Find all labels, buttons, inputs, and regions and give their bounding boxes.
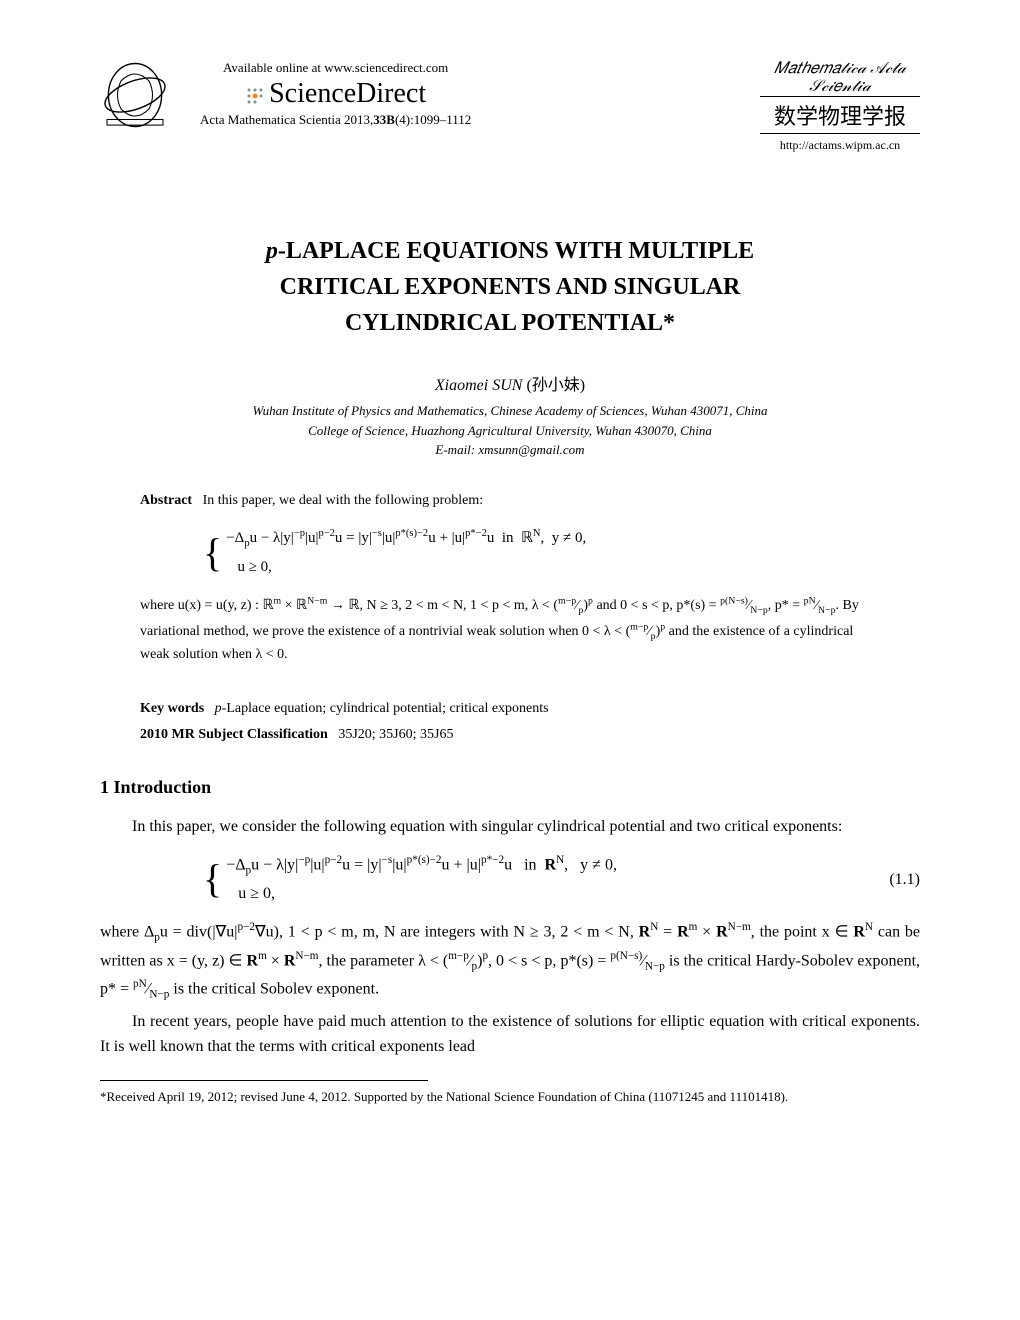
title-p: p	[266, 238, 278, 264]
journal-url: http://actams.wipm.ac.cn	[760, 138, 920, 153]
header-center: Available online at www.sciencedirect.co…	[200, 60, 471, 128]
footnote: *Received April 19, 2012; revised June 4…	[100, 1087, 920, 1107]
affil-line2: College of Science, Huazhong Agricultura…	[308, 423, 712, 438]
affil-email: E-mail: xmsunn@gmail.com	[435, 442, 584, 457]
title-line3: CYLINDRICAL POTENTIAL*	[345, 310, 675, 336]
online-text: Available online at www.sciencedirect.co…	[200, 60, 471, 76]
author-name: Xiaomei SUN	[435, 377, 523, 394]
section-1-body: In this paper, we consider the following…	[100, 814, 920, 1060]
para-3: In recent years, people have paid much a…	[100, 1009, 920, 1060]
header-right: 𝑀𝑎𝑡ℎ𝑒𝑚𝑎𝓉𝒾𝒸𝒶 𝒜𝒸𝓉𝒶 𝒮𝒸𝒾𝑒𝓃𝓉𝒾𝒶 数学物理学报 http://…	[760, 60, 920, 153]
para-2: where Δpu = div(|∇u|p−2∇u), 1 < p < m, m…	[100, 919, 920, 1004]
abstract-intro: In this paper, we deal with the followin…	[203, 493, 484, 508]
sd-name: ScienceDirect	[269, 78, 426, 109]
keywords: Key words p-Laplace equation; cylindrica…	[140, 696, 880, 746]
abstract-eq-line2: u ≥ 0,	[226, 554, 586, 581]
abstract-eq-line1: −Δpu − λ|y|−p|u|p−2u = |y|−s|u|p*(s)−2u …	[226, 525, 586, 554]
page: Available online at www.sciencedirect.co…	[0, 0, 1020, 1320]
title-line2: CRITICAL EXPONENTS AND SINGULAR	[280, 274, 741, 300]
eq-number: (1.1)	[889, 867, 920, 893]
article-title: p-LAPLACE EQUATIONS WITH MULTIPLE CRITIC…	[100, 233, 920, 341]
sciencedirect-logo: ScienceDirect	[200, 78, 471, 110]
equation-1-1: { −Δpu − λ|y|−p|u|p−2u = |y|−s|u|p*(s)−2…	[100, 849, 920, 909]
journal-script: 𝑀𝑎𝑡ℎ𝑒𝑚𝑎𝓉𝒾𝒸𝒶 𝒜𝒸𝓉𝒶 𝒮𝒸𝒾𝑒𝓃𝓉𝒾𝒶	[760, 60, 920, 96]
para-1: In this paper, we consider the following…	[100, 814, 920, 840]
citation: Acta Mathematica Scientia 2013,33B(4):10…	[200, 112, 471, 128]
sd-dots-icon	[245, 86, 265, 106]
author: Xiaomei SUN (孙小妹)	[100, 371, 920, 395]
brace-icon: {	[203, 863, 222, 895]
header: Available online at www.sciencedirect.co…	[100, 60, 920, 153]
abstract-where: where u(x) = u(y, z) : ℝm × ℝN−m → ℝ, N …	[140, 598, 859, 662]
msc-codes: 35J20; 35J60; 35J65	[338, 727, 453, 742]
abstract-label: Abstract	[140, 493, 192, 508]
affil-line1: Wuhan Institute of Physics and Mathemati…	[253, 403, 768, 418]
keywords-text: -Laplace equation; cylindrical potential…	[222, 701, 549, 716]
journal-chinese: 数学物理学报	[760, 96, 920, 134]
elsevier-logo-icon	[100, 60, 170, 130]
abstract: Abstract In this paper, we deal with the…	[140, 490, 880, 667]
title-line1: -LAPLACE EQUATIONS WITH MULTIPLE	[278, 238, 754, 264]
eq-1-1-line1: −Δpu − λ|y|−p|u|p−2u = |y|−s|u|p*(s)−2u …	[226, 852, 617, 880]
footnote-rule	[100, 1080, 428, 1087]
author-chinese: (孙小妹)	[526, 377, 585, 394]
header-left: Available online at www.sciencedirect.co…	[100, 60, 471, 130]
affiliation: Wuhan Institute of Physics and Mathemati…	[100, 401, 920, 460]
abstract-equation: { −Δpu − λ|y|−p|u|p−2u = |y|−s|u|p*(s)−2…	[200, 522, 880, 584]
keywords-label: Key words	[140, 701, 204, 716]
section-1-heading: 1 Introduction	[100, 777, 920, 798]
msc-label: 2010 MR Subject Classification	[140, 727, 328, 742]
brace-icon: {	[203, 537, 222, 569]
eq-1-1-line2: u ≥ 0,	[226, 881, 617, 907]
